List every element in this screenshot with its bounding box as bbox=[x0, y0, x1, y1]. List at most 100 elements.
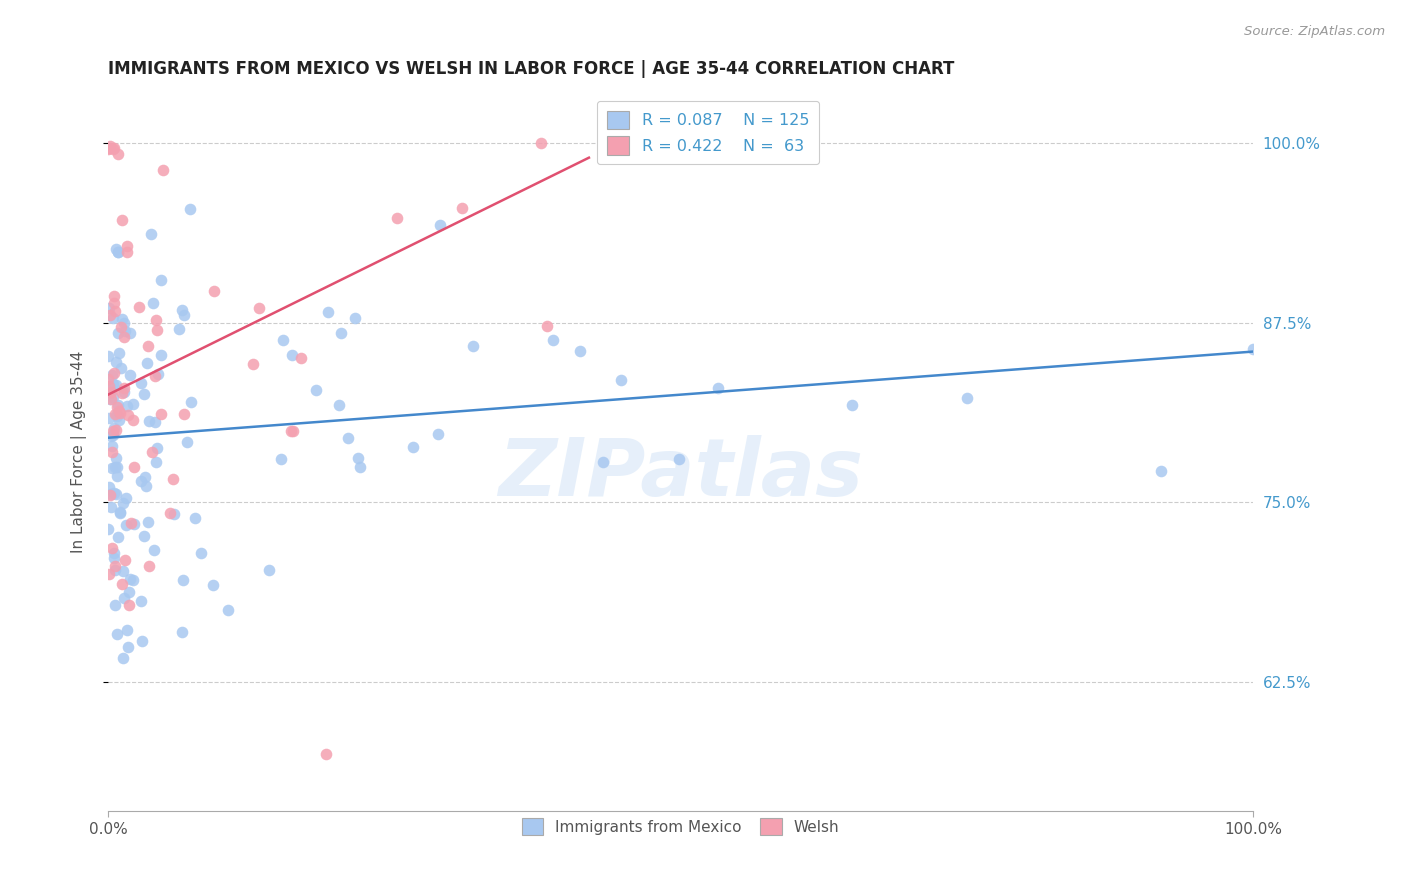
Point bbox=[202, 578, 225, 592]
Point bbox=[184, 511, 207, 525]
Point bbox=[110, 505, 132, 519]
Point bbox=[100, 384, 122, 399]
Point bbox=[1241, 342, 1264, 356]
Point bbox=[114, 385, 136, 400]
Point bbox=[101, 142, 124, 156]
Point bbox=[103, 546, 125, 560]
Point bbox=[105, 459, 128, 474]
Point bbox=[271, 333, 294, 347]
Text: IMMIGRANTS FROM MEXICO VS WELSH IN LABOR FORCE | AGE 35-44 CORRELATION CHART: IMMIGRANTS FROM MEXICO VS WELSH IN LABOR… bbox=[108, 60, 955, 78]
Point bbox=[128, 300, 150, 314]
Point bbox=[114, 518, 136, 533]
Point bbox=[122, 459, 145, 474]
Point bbox=[592, 455, 614, 469]
Point bbox=[145, 313, 167, 327]
Point bbox=[104, 355, 127, 369]
Point bbox=[120, 368, 142, 383]
Point bbox=[108, 345, 131, 359]
Point bbox=[1150, 463, 1173, 477]
Point bbox=[145, 455, 167, 469]
Point bbox=[315, 747, 337, 761]
Point bbox=[98, 480, 121, 494]
Point bbox=[111, 650, 134, 665]
Point bbox=[98, 567, 121, 582]
Point bbox=[112, 496, 135, 510]
Point bbox=[117, 598, 139, 612]
Point bbox=[148, 367, 170, 381]
Point bbox=[104, 408, 127, 422]
Point bbox=[107, 413, 129, 427]
Point bbox=[146, 323, 169, 337]
Point bbox=[101, 445, 124, 459]
Point bbox=[180, 395, 202, 409]
Point bbox=[111, 576, 134, 591]
Point bbox=[145, 415, 167, 429]
Point bbox=[97, 141, 120, 155]
Point bbox=[97, 349, 120, 363]
Point bbox=[103, 390, 125, 404]
Point bbox=[105, 377, 128, 392]
Point bbox=[135, 479, 157, 493]
Point bbox=[97, 142, 120, 156]
Point bbox=[115, 245, 138, 260]
Point bbox=[108, 404, 131, 418]
Point bbox=[114, 491, 136, 505]
Point bbox=[281, 424, 304, 438]
Point bbox=[111, 386, 134, 401]
Point bbox=[343, 311, 366, 326]
Point bbox=[101, 424, 124, 438]
Point bbox=[316, 305, 339, 319]
Point bbox=[136, 515, 159, 529]
Point bbox=[98, 301, 121, 315]
Point bbox=[100, 486, 122, 500]
Point bbox=[111, 312, 134, 326]
Point bbox=[103, 485, 125, 500]
Point bbox=[114, 324, 136, 338]
Point bbox=[536, 318, 558, 333]
Point bbox=[134, 470, 156, 484]
Point bbox=[105, 409, 128, 424]
Point bbox=[98, 309, 121, 323]
Point bbox=[110, 361, 132, 376]
Point bbox=[143, 368, 166, 383]
Point bbox=[136, 338, 159, 352]
Point bbox=[305, 383, 328, 397]
Point bbox=[162, 507, 184, 521]
Point bbox=[104, 559, 127, 574]
Point bbox=[328, 397, 350, 411]
Point bbox=[242, 357, 264, 371]
Point bbox=[105, 487, 128, 501]
Point bbox=[120, 572, 142, 586]
Point bbox=[105, 423, 128, 437]
Point bbox=[103, 304, 125, 318]
Point bbox=[173, 309, 195, 323]
Point bbox=[107, 530, 129, 544]
Point bbox=[129, 376, 152, 390]
Point bbox=[463, 339, 485, 353]
Point bbox=[569, 343, 592, 358]
Point bbox=[179, 202, 201, 217]
Point bbox=[609, 373, 631, 387]
Point bbox=[103, 141, 125, 155]
Point bbox=[103, 289, 125, 303]
Point bbox=[107, 245, 129, 260]
Point bbox=[122, 413, 145, 427]
Point bbox=[385, 211, 408, 226]
Point bbox=[143, 542, 166, 557]
Point bbox=[100, 368, 122, 382]
Point bbox=[138, 414, 160, 428]
Point bbox=[100, 500, 122, 515]
Point bbox=[112, 316, 135, 330]
Point bbox=[101, 461, 124, 475]
Point bbox=[129, 594, 152, 608]
Point bbox=[529, 136, 551, 151]
Point bbox=[112, 381, 135, 395]
Point bbox=[98, 411, 121, 425]
Point bbox=[105, 408, 128, 422]
Point bbox=[105, 242, 128, 256]
Point bbox=[142, 296, 165, 310]
Point bbox=[270, 451, 292, 466]
Point bbox=[429, 219, 451, 233]
Point bbox=[108, 406, 131, 420]
Point bbox=[103, 421, 125, 435]
